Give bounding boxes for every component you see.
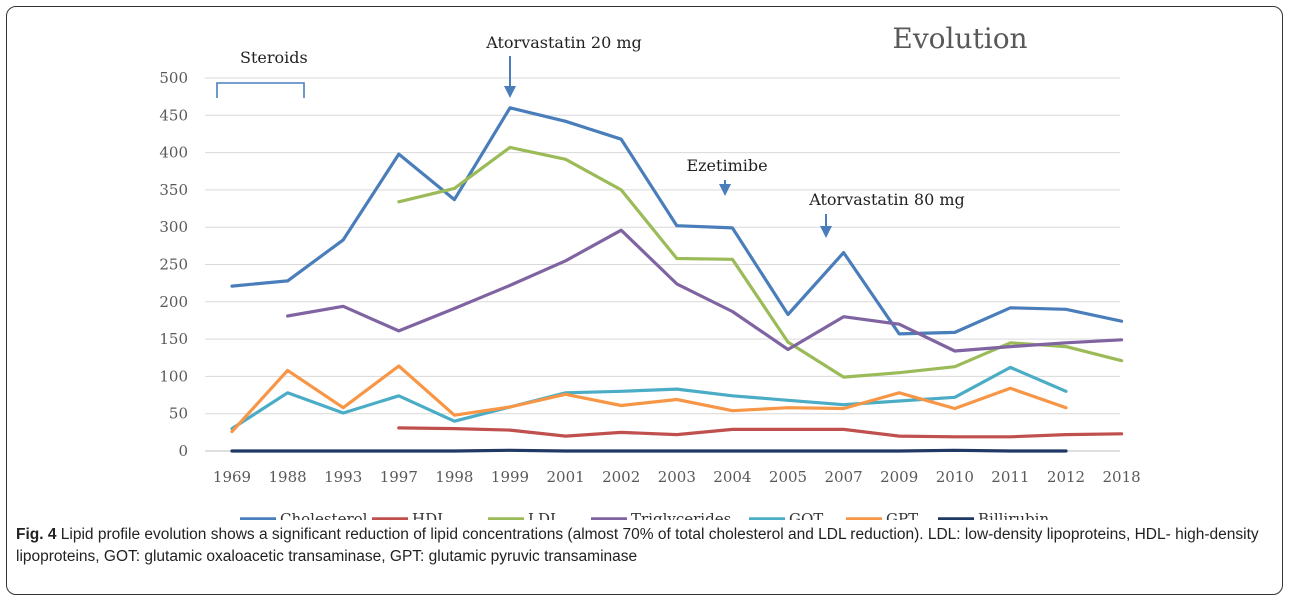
series-line-ldl: [397, 145, 1124, 379]
annotation-label: Steroids: [240, 48, 308, 67]
legend-label: Cholesterol: [280, 510, 368, 520]
grid-lines: [205, 77, 1120, 452]
annotation-arrow-head: [504, 86, 516, 98]
x-axis-ticks: 1969 1988 1993 1997 1998 1999 2001 2002 2003 2004…: [213, 468, 1141, 486]
legend-label: Triglycerides: [631, 510, 731, 520]
x-tick-label: 2001: [547, 468, 585, 486]
y-tick-label: 300: [159, 218, 188, 236]
figure-frame: [6, 6, 1283, 595]
annotations: Steroids Atorvastatin 20 mg Ezetimibe Atorv…: [216, 33, 965, 238]
y-tick-label: 150: [159, 330, 188, 348]
legend-label: GOT: [789, 510, 823, 520]
legend-label: GPT: [886, 510, 918, 520]
y-tick-label: 200: [159, 293, 188, 311]
series-line-gpt: [230, 364, 1068, 434]
legend: Cholesterol HDL LDL Triglycerides GOT GPT Bill…: [240, 510, 1049, 520]
series-line-triglycerides: [286, 228, 1124, 353]
x-tick-label: 1999: [491, 468, 529, 486]
series-line-cholesterol: [230, 106, 1124, 336]
x-tick-label: 1993: [324, 468, 362, 486]
y-tick-label: 0: [178, 442, 188, 460]
chart-title: Evolution: [892, 22, 1027, 55]
annotation-arrow-head: [820, 226, 832, 238]
x-tick-label: 2003: [658, 468, 696, 486]
x-tick-label: 1969: [213, 468, 251, 486]
legend-label: Billirubin: [978, 510, 1049, 520]
annotation-bracket: [216, 82, 305, 98]
y-tick-label: 50: [169, 405, 188, 423]
x-tick-label: 1988: [269, 468, 307, 486]
series-line-billirubin: [230, 448, 1068, 453]
x-tick-label: 1998: [435, 468, 473, 486]
annotation-label: Atorvastatin 20 mg: [485, 33, 642, 52]
x-tick-label: 2018: [1103, 468, 1141, 486]
x-tick-label: 2010: [936, 468, 974, 486]
series-line-hdl: [397, 426, 1124, 439]
x-tick-label: 1997: [380, 468, 418, 486]
figure-caption: Fig. 4 Lipid profile evolution shows a s…: [16, 524, 1266, 568]
y-tick-label: 400: [159, 144, 188, 162]
caption-label: Fig. 4: [16, 526, 57, 543]
annotation-label: Ezetimibe: [686, 156, 767, 175]
x-tick-label: 2011: [991, 468, 1029, 486]
annotation-label: Atorvastatin 80 mg: [808, 190, 965, 209]
x-tick-label: 2002: [602, 468, 640, 486]
x-tick-label: 2009: [880, 468, 918, 486]
y-tick-label: 100: [159, 367, 188, 385]
x-tick-label: 2005: [769, 468, 807, 486]
y-axis-ticks: 0 50 100 150 200 250 300 350 400 450 500: [159, 69, 188, 460]
y-tick-label: 350: [159, 181, 188, 199]
legend-label: LDL: [528, 510, 560, 520]
y-tick-label: 250: [159, 256, 188, 274]
y-tick-label: 450: [159, 106, 188, 124]
legend-label: HDL: [412, 510, 447, 520]
x-tick-label: 2004: [713, 468, 751, 486]
x-tick-label: 2007: [825, 468, 863, 486]
annotation-arrow-head: [719, 184, 731, 196]
caption-text: Lipid profile evolution shows a signific…: [16, 526, 1259, 565]
series-lines: [230, 106, 1124, 453]
y-tick-label: 500: [159, 69, 188, 87]
x-tick-label: 2012: [1047, 468, 1085, 486]
